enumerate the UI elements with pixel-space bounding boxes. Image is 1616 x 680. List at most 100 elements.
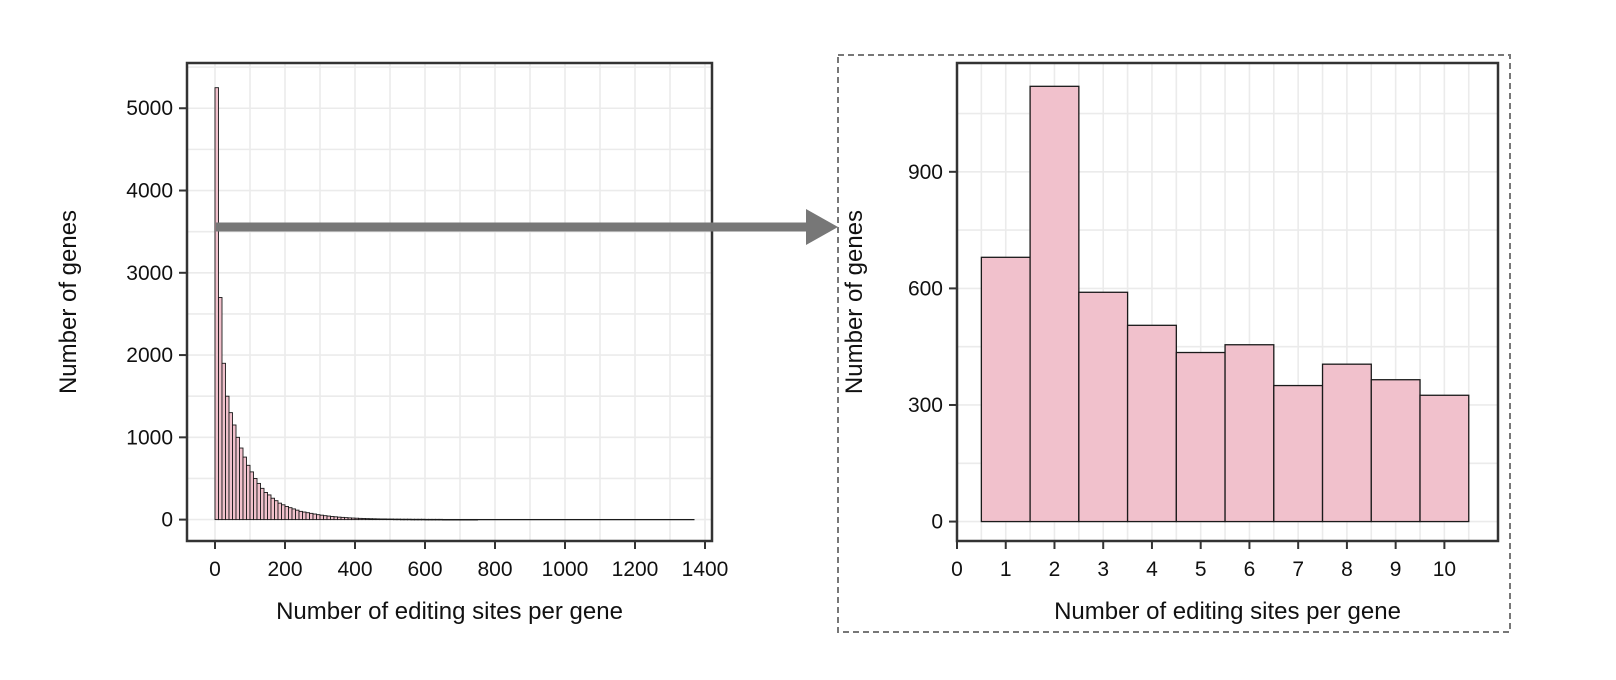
left-bar (379, 518, 384, 521)
left-x-tick-label: 1000 (542, 558, 589, 581)
left-bar (333, 516, 338, 521)
right-bar (1370, 379, 1421, 523)
left-y-tick-label: 0 (161, 509, 173, 532)
left-bar (295, 509, 300, 521)
left-plot-frame (185, 61, 714, 543)
left-y-tick-label: 4000 (126, 180, 173, 203)
left-bar (417, 518, 422, 521)
right-y-ticks: 0 300 600 900 (908, 161, 957, 534)
left-x-tick-label: 800 (477, 558, 512, 581)
left-histogram: 0 200 400 600 800 1000 1200 1400 0 1000 2000 3000 4… (55, 61, 728, 625)
left-bar (396, 518, 401, 521)
left-bar (326, 515, 331, 521)
left-bar (239, 447, 244, 521)
left-bar (386, 518, 391, 521)
zoom-arrow (216, 209, 838, 245)
left-bar (449, 518, 454, 521)
right-y-tick-label: 300 (908, 394, 943, 417)
left-bar (410, 518, 415, 521)
left-bar (274, 500, 279, 521)
right-y-tick-label: 0 (931, 511, 943, 534)
right-bar (1175, 351, 1226, 523)
left-bar (372, 518, 377, 521)
left-bar (463, 518, 468, 521)
left-gridlines (187, 63, 712, 541)
left-bar (228, 412, 233, 521)
left-bar (347, 517, 352, 521)
left-x-tick-label: 400 (337, 558, 372, 581)
zoom-dashed-frame (837, 54, 1511, 633)
right-x-tick-label: 8 (1341, 558, 1353, 581)
right-bars (980, 85, 1470, 523)
left-bar (319, 514, 324, 521)
right-bar (1029, 85, 1080, 523)
left-bar (221, 362, 226, 521)
left-bar (428, 518, 433, 521)
left-bar (316, 514, 321, 521)
left-x-tick-label: 600 (407, 558, 442, 581)
left-bar (323, 515, 328, 521)
right-y-tick-label: 900 (908, 161, 943, 184)
left-bar (256, 482, 261, 521)
right-x-tick-label: 3 (1097, 558, 1109, 581)
right-x-tick-label: 9 (1390, 558, 1402, 581)
left-bar (466, 518, 471, 521)
left-bar (400, 518, 405, 521)
left-bar (291, 508, 296, 521)
left-bar (298, 510, 303, 521)
left-bar (235, 436, 240, 521)
right-bar (1419, 394, 1470, 523)
left-bar (337, 516, 342, 521)
left-bar (305, 512, 310, 521)
left-bar (435, 518, 440, 521)
left-bar (407, 518, 412, 521)
right-bar (1224, 344, 1275, 523)
left-bar (445, 518, 450, 521)
left-bar (382, 518, 387, 521)
zoom-arrow-head (806, 209, 838, 245)
left-bars (214, 87, 695, 521)
right-x-tick-label: 0 (951, 558, 963, 581)
left-bar (242, 456, 247, 521)
left-bar (421, 518, 426, 521)
right-histogram: 0 1 2 3 4 5 6 7 8 9 10 0 300 600 900 Number of editin… (837, 54, 1511, 633)
left-bar (456, 518, 461, 521)
left-bar (358, 517, 363, 521)
left-bar (232, 424, 237, 521)
left-bar (470, 518, 475, 521)
left-bar (344, 517, 349, 521)
left-y-tick-label: 3000 (126, 262, 173, 285)
left-bar (368, 518, 373, 521)
left-bar (246, 464, 251, 521)
left-bar (442, 518, 447, 521)
right-bar (1078, 291, 1129, 523)
left-bar (253, 478, 258, 521)
left-bar (284, 505, 289, 521)
right-bar (1321, 363, 1372, 523)
left-bar (260, 487, 265, 521)
right-x-tick-label: 7 (1292, 558, 1304, 581)
left-bar (263, 492, 268, 521)
right-x-tick-label: 10 (1433, 558, 1456, 581)
left-y-tick-label: 2000 (126, 344, 173, 367)
left-bar (393, 518, 398, 521)
right-bar (1273, 384, 1324, 523)
right-bar (1126, 324, 1177, 523)
right-x-axis-title: Number of editing sites per gene (1054, 598, 1401, 625)
left-bar (351, 517, 356, 521)
right-y-axis-title: Number of genes (841, 210, 868, 394)
right-x-tick-label: 4 (1146, 558, 1158, 581)
left-bar (277, 502, 282, 521)
left-x-ticks: 0 200 400 600 800 1000 1200 1400 (209, 541, 728, 581)
left-x-axis-title: Number of editing sites per gene (276, 598, 623, 625)
left-bar (424, 518, 429, 521)
left-bar (389, 518, 394, 521)
left-bar (459, 518, 464, 521)
left-x-tick-label: 1200 (612, 558, 659, 581)
left-y-axis-title: Number of genes (55, 210, 82, 394)
right-x-tick-label: 5 (1195, 558, 1207, 581)
left-bar (354, 517, 359, 521)
left-bar (438, 518, 443, 521)
left-bar (330, 516, 335, 521)
